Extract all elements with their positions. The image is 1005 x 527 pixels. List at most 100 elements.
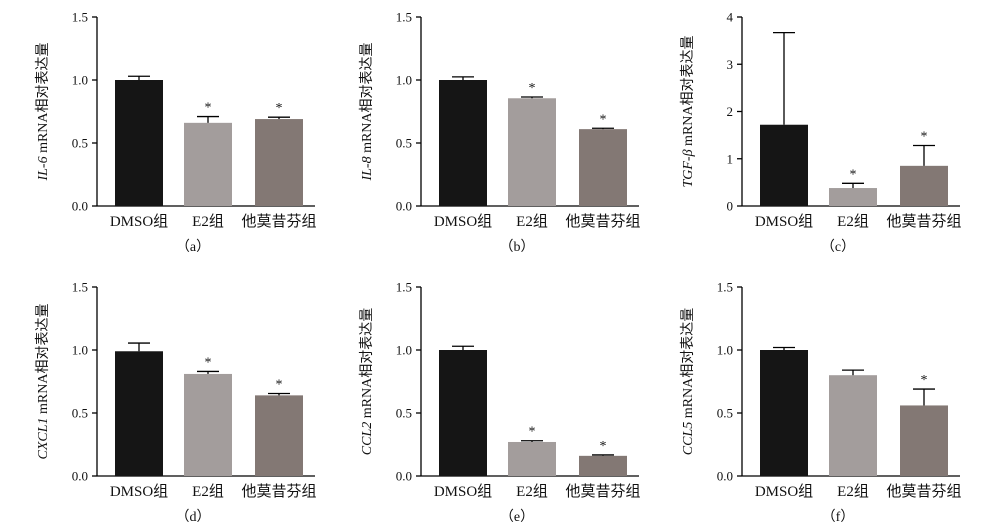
y-tick-label: 1.0 — [717, 343, 733, 358]
category-label: E2组 — [837, 483, 869, 500]
y-tick-label: 0.5 — [717, 406, 733, 421]
bar-2 — [579, 129, 627, 206]
bar-0 — [439, 80, 487, 206]
significance-mark: * — [921, 130, 928, 145]
category-label: 他莫昔芬组 — [886, 213, 961, 230]
y-tick-label: 1.5 — [717, 280, 733, 295]
category-label: 他莫昔芬组 — [886, 483, 961, 500]
significance-mark: * — [276, 101, 283, 116]
y-axis-label-text: mRNA相对表达量 — [359, 42, 375, 156]
significance-mark: * — [600, 112, 607, 127]
bar-1 — [508, 441, 556, 476]
y-axis-label: CXCL1 mRNA相对表达量 — [35, 304, 51, 460]
bar-2 — [900, 165, 948, 206]
y-axis-label: IL-8 mRNA相对表达量 — [359, 42, 375, 181]
category-label: DMSO组 — [434, 483, 492, 500]
category-label: 他莫昔芬组 — [565, 213, 640, 230]
category-label: 他莫昔芬组 — [241, 213, 316, 230]
category-label: E2组 — [837, 213, 869, 230]
y-axis-label-gene: CXCL1 — [36, 417, 51, 459]
y-axis-label-gene: TGF-β — [681, 149, 696, 187]
y-tick-label: 1.5 — [72, 10, 88, 25]
y-tick-label: 0.5 — [396, 136, 412, 151]
y-axis-label: CCL5 mRNA相对表达量 — [680, 308, 696, 455]
chart-panel-1: 0.0 0.5 1.0 1.5 DMSO组 * E2组 * 他莫昔芬组 （b） IL-8 mRNA相… — [359, 10, 641, 256]
bar-2 — [255, 395, 303, 476]
y-tick-label: 0.5 — [72, 136, 88, 151]
y-tick-label: 1.0 — [72, 343, 88, 358]
bar-2 — [900, 405, 948, 476]
panel-label: （a） — [176, 239, 210, 255]
y-axis-label-gene: IL-6 — [36, 156, 51, 181]
y-tick-label: 1.5 — [72, 280, 88, 295]
category-label: DMSO组 — [755, 213, 813, 230]
y-axis-label: IL-6 mRNA相对表达量 — [35, 42, 51, 181]
panel-label: （c） — [821, 239, 855, 255]
category-label: DMSO组 — [434, 213, 492, 230]
panel-label: （d） — [176, 509, 211, 525]
bar-0 — [760, 124, 808, 206]
significance-mark: * — [205, 355, 212, 370]
y-axis-label-text: mRNA相对表达量 — [359, 308, 375, 422]
significance-mark: * — [529, 425, 536, 440]
bar-0 — [760, 350, 808, 476]
panel-label: （e） — [500, 509, 534, 525]
y-tick-label: 3 — [727, 57, 734, 72]
y-axis-label: TGF-β mRNA相对表达量 — [680, 35, 696, 187]
y-tick-label: 1.0 — [396, 343, 412, 358]
y-tick-label: 4 — [727, 10, 734, 25]
y-tick-label: 0.0 — [396, 199, 412, 214]
y-tick-label: 0.5 — [396, 406, 412, 421]
panel-label: （f） — [822, 509, 855, 525]
y-tick-label: 1.5 — [396, 280, 412, 295]
y-axis-label-gene: CCL5 — [681, 422, 696, 455]
y-axis-label-text: mRNA相对表达量 — [35, 42, 51, 156]
category-label: DMSO组 — [755, 483, 813, 500]
y-tick-label: 2 — [727, 104, 734, 119]
chart-panel-5: 0.0 0.5 1.0 1.5 DMSO组 E2组 * 他莫昔芬组 （f） CCL5 mRNA相对… — [680, 280, 962, 526]
y-tick-label: 0.0 — [396, 469, 412, 484]
bar-2 — [255, 119, 303, 206]
y-axis-label-text: mRNA相对表达量 — [35, 304, 51, 418]
significance-mark: * — [276, 377, 283, 392]
y-axis-label: CCL2 mRNA相对表达量 — [359, 308, 375, 455]
y-axis-label-gene: CCL2 — [360, 422, 375, 455]
bar-1 — [829, 188, 877, 206]
y-tick-label: 0.0 — [717, 469, 733, 484]
significance-mark: * — [600, 439, 607, 454]
bar-1 — [829, 375, 877, 476]
category-label: 他莫昔芬组 — [241, 483, 316, 500]
significance-mark: * — [205, 101, 212, 116]
bar-1 — [508, 98, 556, 206]
y-tick-label: 0 — [727, 199, 734, 214]
chart-panel-3: 0.0 0.5 1.0 1.5 DMSO组 * E2组 * 他莫昔芬组 （d） CXCL1 mRNA… — [35, 280, 317, 526]
category-label: E2组 — [516, 483, 548, 500]
y-tick-label: 0.0 — [72, 469, 88, 484]
chart-panel-0: 0.0 0.5 1.0 1.5 DMSO组 * E2组 * 他莫昔芬组 （a） IL-6 mRNA相… — [35, 10, 317, 256]
bar-0 — [115, 351, 163, 476]
category-label: E2组 — [516, 213, 548, 230]
category-label: DMSO组 — [110, 213, 168, 230]
chart-panel-2: 0 1 2 3 4 DMSO组 * E2组 * 他莫昔芬组 （c） TGF-β mRNA相对表达量 — [680, 10, 962, 256]
category-label: DMSO组 — [110, 483, 168, 500]
y-tick-label: 1.5 — [396, 10, 412, 25]
y-axis-label-text: mRNA相对表达量 — [680, 35, 696, 149]
bar-1 — [184, 122, 232, 206]
category-label: 他莫昔芬组 — [565, 483, 640, 500]
y-tick-label: 1.0 — [72, 73, 88, 88]
panel-label: （b） — [500, 239, 535, 255]
category-label: E2组 — [192, 213, 224, 230]
y-axis-label-gene: IL-8 — [360, 156, 375, 181]
y-tick-label: 0.5 — [72, 406, 88, 421]
y-tick-label: 1.0 — [396, 73, 412, 88]
significance-mark: * — [921, 373, 928, 388]
y-tick-label: 1 — [727, 151, 734, 166]
bar-2 — [579, 455, 627, 476]
bar-0 — [115, 80, 163, 206]
chart-panel-4: 0.0 0.5 1.0 1.5 DMSO组 * E2组 * 他莫昔芬组 （e） CCL2 mRNA相… — [359, 280, 641, 526]
significance-mark: * — [529, 81, 536, 96]
category-label: E2组 — [192, 483, 224, 500]
y-tick-label: 0.0 — [72, 199, 88, 214]
bar-1 — [184, 373, 232, 476]
